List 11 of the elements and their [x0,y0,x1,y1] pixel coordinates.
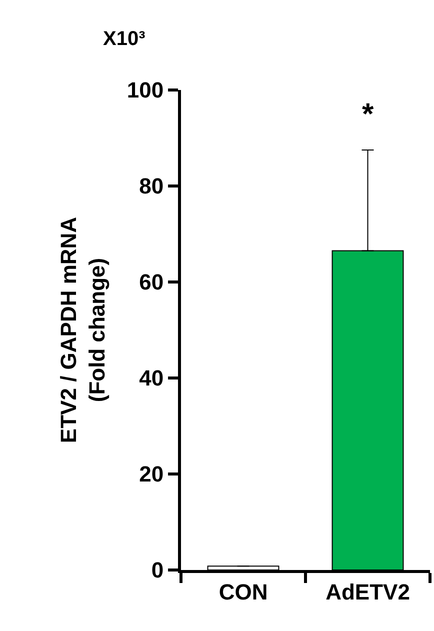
y-tick-label: 80 [139,174,164,199]
y-tick-label: 0 [151,558,164,583]
annotation: * [362,98,374,131]
text: X10³ [103,28,146,50]
y-tick-label: 100 [126,78,164,103]
y-tick-label: 40 [139,366,164,391]
x-tick-label: CON [218,579,268,604]
y-tick-label: 20 [139,462,164,487]
x-tick-label: AdETV2 [326,579,410,604]
y-axis-title: ETV2 / GAPDH mRNA (Fold change) [56,216,110,444]
y-tick-label: 60 [139,270,164,295]
